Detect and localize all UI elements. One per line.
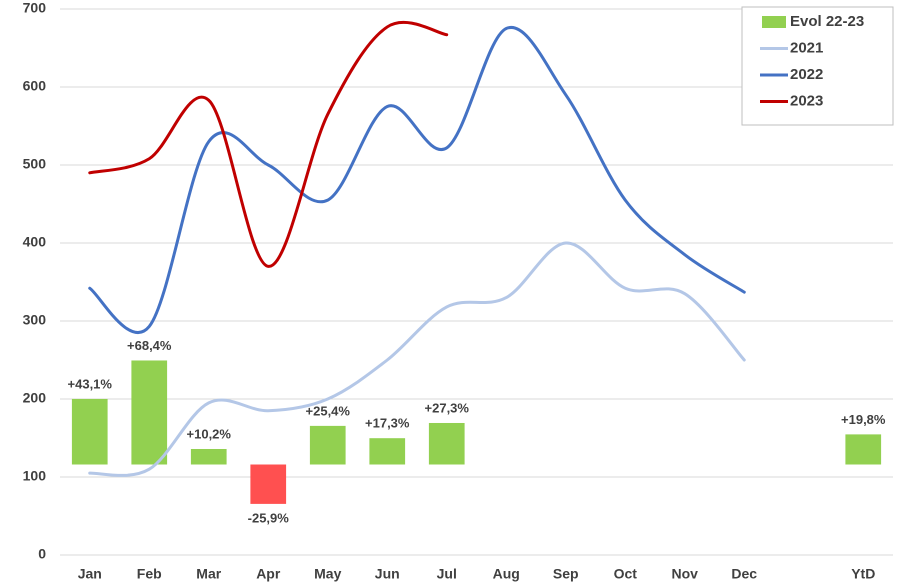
value-label: +27,3% bbox=[425, 400, 470, 415]
value-label: +43,1% bbox=[68, 376, 113, 391]
line bbox=[88, 20, 449, 268]
legend-swatch bbox=[762, 16, 786, 28]
x-tick-label: YtD bbox=[851, 566, 875, 582]
y-tick-label: 200 bbox=[23, 390, 47, 406]
bar bbox=[845, 434, 882, 465]
x-tick-label: Jul bbox=[437, 566, 457, 582]
legend-box bbox=[741, 6, 894, 126]
x-tick-label: Oct bbox=[614, 566, 638, 582]
x-tick-label: Nov bbox=[672, 566, 699, 582]
y-tick-label: 0 bbox=[38, 546, 46, 562]
legend-label: 2021 bbox=[790, 39, 823, 56]
x-tick-label: Mar bbox=[196, 566, 221, 582]
value-label: +68,4% bbox=[127, 338, 172, 353]
x-tick-label: May bbox=[314, 566, 341, 582]
x-tick-label: Apr bbox=[256, 566, 281, 582]
x-tick-label: Dec bbox=[731, 566, 757, 582]
y-tick-label: 500 bbox=[23, 156, 47, 172]
y-tick-label: 300 bbox=[23, 312, 47, 328]
bar bbox=[428, 422, 465, 465]
x-tick-label: Jan bbox=[78, 566, 102, 582]
x-tick-label: Jun bbox=[375, 566, 400, 582]
value-label: +10,2% bbox=[187, 426, 232, 441]
x-tick-label: Aug bbox=[493, 566, 520, 582]
bar bbox=[369, 438, 406, 465]
value-label: +17,3% bbox=[365, 416, 410, 431]
bar bbox=[131, 360, 168, 465]
line bbox=[88, 25, 746, 335]
x-tick-label: Sep bbox=[553, 566, 579, 582]
value-label: -25,9% bbox=[248, 510, 290, 525]
bar bbox=[250, 464, 287, 504]
y-tick-label: 400 bbox=[23, 234, 47, 250]
legend-label: 2022 bbox=[790, 66, 823, 83]
y-tick-label: 100 bbox=[23, 468, 47, 484]
y-tick-label: 600 bbox=[23, 78, 47, 94]
legend-label: 2023 bbox=[790, 92, 823, 109]
value-label: +19,8% bbox=[841, 412, 886, 427]
value-label: +25,4% bbox=[306, 403, 351, 418]
x-tick-label: Feb bbox=[137, 566, 162, 582]
bar bbox=[190, 448, 227, 465]
bar bbox=[309, 425, 346, 465]
y-tick-label: 700 bbox=[23, 0, 47, 16]
line bbox=[88, 241, 746, 477]
bar bbox=[71, 398, 108, 465]
legend-label: Evol 22-23 bbox=[790, 13, 864, 30]
